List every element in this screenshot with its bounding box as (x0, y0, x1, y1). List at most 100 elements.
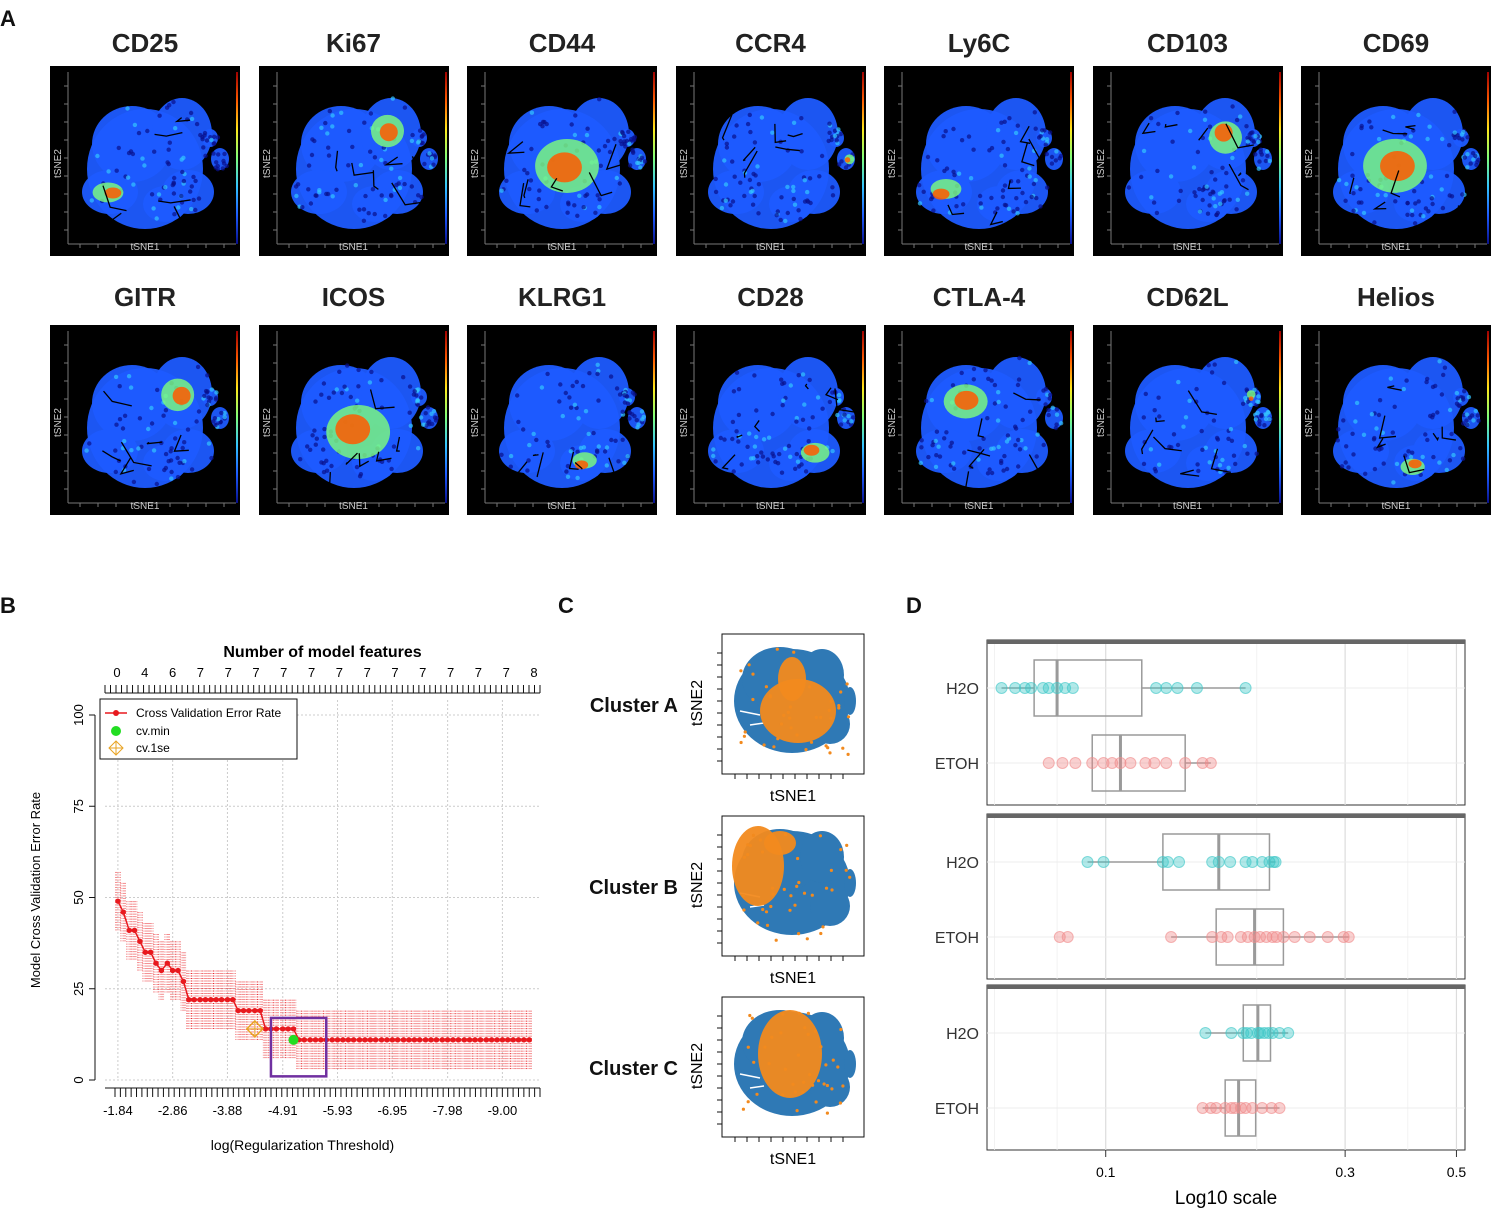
tsne-speckle (1354, 185, 1359, 190)
tsne-speckle (1410, 212, 1415, 218)
cv-error-point (137, 938, 143, 944)
cluster-highlight-speckle (763, 1045, 767, 1049)
cluster-highlight-speckle (845, 682, 849, 686)
tsne-speckle (830, 193, 835, 198)
tsne-speckle (1255, 394, 1261, 399)
tsne-speckle (1166, 444, 1172, 449)
tsne-speckle (586, 431, 591, 437)
tsne-ylabel: tSNE2 (1304, 149, 1315, 178)
cluster-highlight-speckle (824, 886, 829, 890)
tsne-speckle (729, 436, 734, 442)
tsne-gap (1164, 123, 1178, 128)
tsne-high-expression (844, 157, 850, 163)
tsne-speckle (807, 377, 812, 383)
tsne-speckle (409, 184, 414, 189)
tsne-speckle (166, 161, 171, 167)
tsne-speckle (933, 438, 938, 444)
tsne-speckle (220, 166, 226, 171)
tsne-xlabel: tSNE1 (756, 501, 785, 512)
tsne-speckle (949, 440, 954, 445)
marker-title-cd44: CD44 (528, 28, 596, 58)
cluster-highlight-speckle (747, 663, 751, 667)
tsne-speckle (832, 128, 837, 133)
tsne-speckle (996, 399, 1001, 405)
panel-label-d: D (906, 593, 922, 618)
cv-error-point (318, 1037, 324, 1043)
tsne-speckle (795, 459, 800, 464)
tsne-speckle (919, 438, 924, 443)
data-point (1254, 931, 1267, 943)
tsne-speckle (1425, 437, 1430, 443)
tsne-speckle (146, 466, 152, 472)
tsne-speckle (1358, 187, 1363, 192)
cluster-highlight-speckle (802, 1080, 806, 1084)
cv-error-point (466, 1037, 473, 1043)
tsne-speckle (546, 443, 551, 449)
tsne-speckle (421, 161, 427, 167)
tsne-speckle (1175, 379, 1180, 385)
cv-error-point (378, 1037, 385, 1043)
tsne-speckle (321, 426, 327, 432)
cluster-highlight-speckle (827, 708, 831, 712)
tsne-speckle (1451, 452, 1456, 458)
tsne-speckle (313, 442, 318, 447)
tsne-gap (774, 146, 800, 152)
data-point (1139, 757, 1152, 769)
tsne-speckle (421, 132, 426, 137)
tsne-speckle (724, 145, 729, 150)
tsne-speckle (204, 138, 210, 143)
tsne-cell-cluster (1134, 365, 1215, 441)
tsne-xlabel: tSNE1 (339, 501, 368, 512)
tsne-speckle (801, 402, 806, 407)
tsne-speckle (1223, 184, 1228, 189)
tsne-speckle (388, 166, 393, 171)
tsne-speckle (718, 435, 723, 441)
data-point (1225, 1102, 1238, 1114)
tsne-speckle (1372, 220, 1377, 225)
data-point (1225, 1027, 1238, 1039)
tsne-speckle (1207, 124, 1212, 129)
tsne-speckle (1254, 410, 1260, 416)
tsne-speckle (597, 204, 602, 210)
legend-label-cv-1se: cv.1se (136, 741, 170, 755)
tsne-speckle (106, 169, 111, 174)
cluster-highlight-speckle (774, 938, 778, 942)
tsne-speckle (1183, 415, 1188, 420)
tsne-speckle (630, 390, 636, 395)
tsne-speckle (522, 167, 527, 173)
tsne-speckle (1003, 203, 1009, 208)
tsne-gap (512, 461, 528, 479)
tsne-gap (1390, 170, 1401, 198)
cv-error-point (169, 967, 176, 974)
tsne-speckle (1418, 472, 1423, 477)
tsne-speckle (1237, 114, 1242, 119)
tsne-speckle (774, 213, 779, 218)
tsne-speckle (1440, 136, 1445, 142)
cluster-highlight-speckle (782, 887, 786, 891)
tsne-speckle (407, 384, 412, 389)
tsne-speckle (634, 417, 639, 423)
tsne-speckle (842, 418, 847, 423)
tsne-speckle (1200, 197, 1205, 203)
tsne-plot-cd103 (1092, 66, 1283, 256)
tsne-speckle (1465, 422, 1470, 428)
tsne-speckle (1210, 189, 1215, 194)
tsne-speckle (355, 367, 361, 373)
tsne-speckle (1049, 154, 1055, 160)
cluster-highlight-speckle (795, 1109, 799, 1113)
tsne-speckle (1255, 139, 1261, 145)
tsne-svg-ctla-4 (898, 331, 1072, 507)
tsne-gap (736, 434, 742, 439)
cv-error-point (246, 1007, 252, 1014)
tsne-speckle (1439, 392, 1445, 397)
tsne-gap (773, 123, 786, 144)
tsne-speckle (1038, 204, 1043, 209)
tsne-speckle (1046, 407, 1051, 413)
tsne-speckle (1412, 221, 1418, 226)
top-tick-label: 7 (391, 665, 398, 680)
top-tick-label: 7 (336, 665, 343, 680)
tsne-speckle (919, 445, 924, 450)
tsne-speckle (417, 128, 422, 133)
tsne-speckle (996, 444, 1001, 450)
cluster-highlight-speckle (814, 1100, 818, 1104)
